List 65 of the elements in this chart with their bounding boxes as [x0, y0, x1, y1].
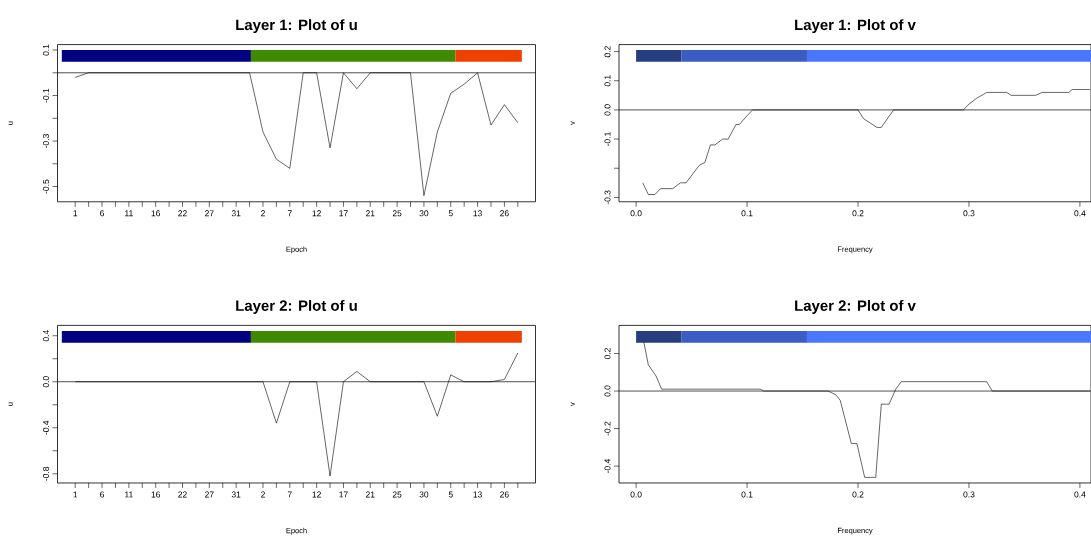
- x-tick-label: 21: [365, 491, 375, 498]
- y-tick-label: 0.0: [604, 104, 611, 116]
- x-tick-label: 13: [473, 210, 482, 217]
- x-tick-label: 0.2: [852, 210, 864, 217]
- y-tick-label: -0.3: [604, 190, 611, 205]
- x-tick-label: 16: [151, 210, 161, 217]
- x-tick-label: 12: [312, 210, 321, 217]
- x-tick-label: 30: [419, 491, 429, 498]
- y-tick-label: -0.4: [43, 420, 49, 435]
- chart-title: Layer 2: Plot of u: [236, 299, 357, 314]
- x-tick-label: 6: [100, 210, 105, 217]
- x-tick-label: 7: [287, 491, 292, 498]
- x-tick-label: 31: [231, 491, 241, 498]
- x-tick-label: 2: [261, 210, 265, 217]
- x-tick-label: 13: [473, 491, 482, 498]
- x-tick-label: 11: [125, 491, 133, 498]
- chart-title: Layer 1: Plot of u: [236, 19, 357, 34]
- x-tick-label: 6: [100, 491, 105, 498]
- x-tick-label: 17: [339, 491, 348, 498]
- x-tick-label: 0.0: [630, 491, 642, 498]
- x-tick-label: 5: [448, 491, 453, 498]
- y-tick-label: 0.1: [604, 75, 611, 87]
- x-tick-label: 16: [151, 491, 161, 498]
- x-tick-label: 0.3: [963, 210, 975, 217]
- x-tick-label: 0.2: [852, 491, 864, 498]
- x-tick-label: 0.0: [630, 210, 642, 217]
- y-tick-label: 0.1: [43, 44, 49, 56]
- y-tick-label: -0.5: [43, 179, 49, 194]
- y-tick-label: 0.2: [604, 348, 611, 360]
- y-tick-label: 0.0: [604, 385, 611, 397]
- x-tick-label: 30: [419, 210, 429, 217]
- x-tick-label: 26: [500, 210, 509, 217]
- x-tick-label: 0.3: [963, 491, 975, 498]
- x-tick-label: 25: [392, 491, 402, 498]
- x-tick-label: 2: [261, 491, 265, 498]
- x-tick-label: 0.1: [741, 491, 753, 498]
- y-tick-label: 0.2: [604, 46, 611, 58]
- x-tick-label: 17: [339, 210, 348, 217]
- y-tick-label: -0.1: [604, 132, 611, 146]
- x-tick-label: 0.4: [1074, 210, 1086, 217]
- x-tick-label: 25: [392, 210, 402, 217]
- x-tick-label: 21: [365, 210, 375, 217]
- y-tick-label: -0.8: [43, 466, 49, 481]
- x-tick-label: 1: [73, 491, 78, 498]
- y-tick-label: -0.2: [604, 421, 611, 436]
- y-tick-label: -0.3: [43, 134, 49, 148]
- x-tick-label: 5: [448, 210, 453, 217]
- x-tick-label: 22: [178, 210, 187, 217]
- chart-title: Layer 2: Plot of v: [795, 299, 916, 314]
- x-tick-label: 0.4: [1074, 491, 1086, 498]
- x-tick-label: 11: [125, 210, 133, 217]
- y-tick-label: -0.4: [604, 459, 611, 474]
- y-tick-label: 0.4: [43, 330, 49, 342]
- x-tick-label: 27: [205, 210, 214, 217]
- x-tick-label: 1: [73, 210, 78, 217]
- x-tick-label: 0.1: [741, 210, 753, 217]
- x-tick-label: 12: [312, 491, 321, 498]
- x-tick-label: 26: [500, 491, 509, 498]
- x-tick-label: 27: [205, 491, 214, 498]
- y-tick-label: 0.0: [43, 376, 49, 388]
- x-tick-label: 22: [178, 491, 187, 498]
- x-tick-label: 7: [287, 210, 292, 217]
- chart-title: Layer 1: Plot of v: [795, 19, 916, 34]
- x-tick-label: 31: [231, 210, 241, 217]
- y-tick-label: -0.1: [43, 88, 49, 103]
